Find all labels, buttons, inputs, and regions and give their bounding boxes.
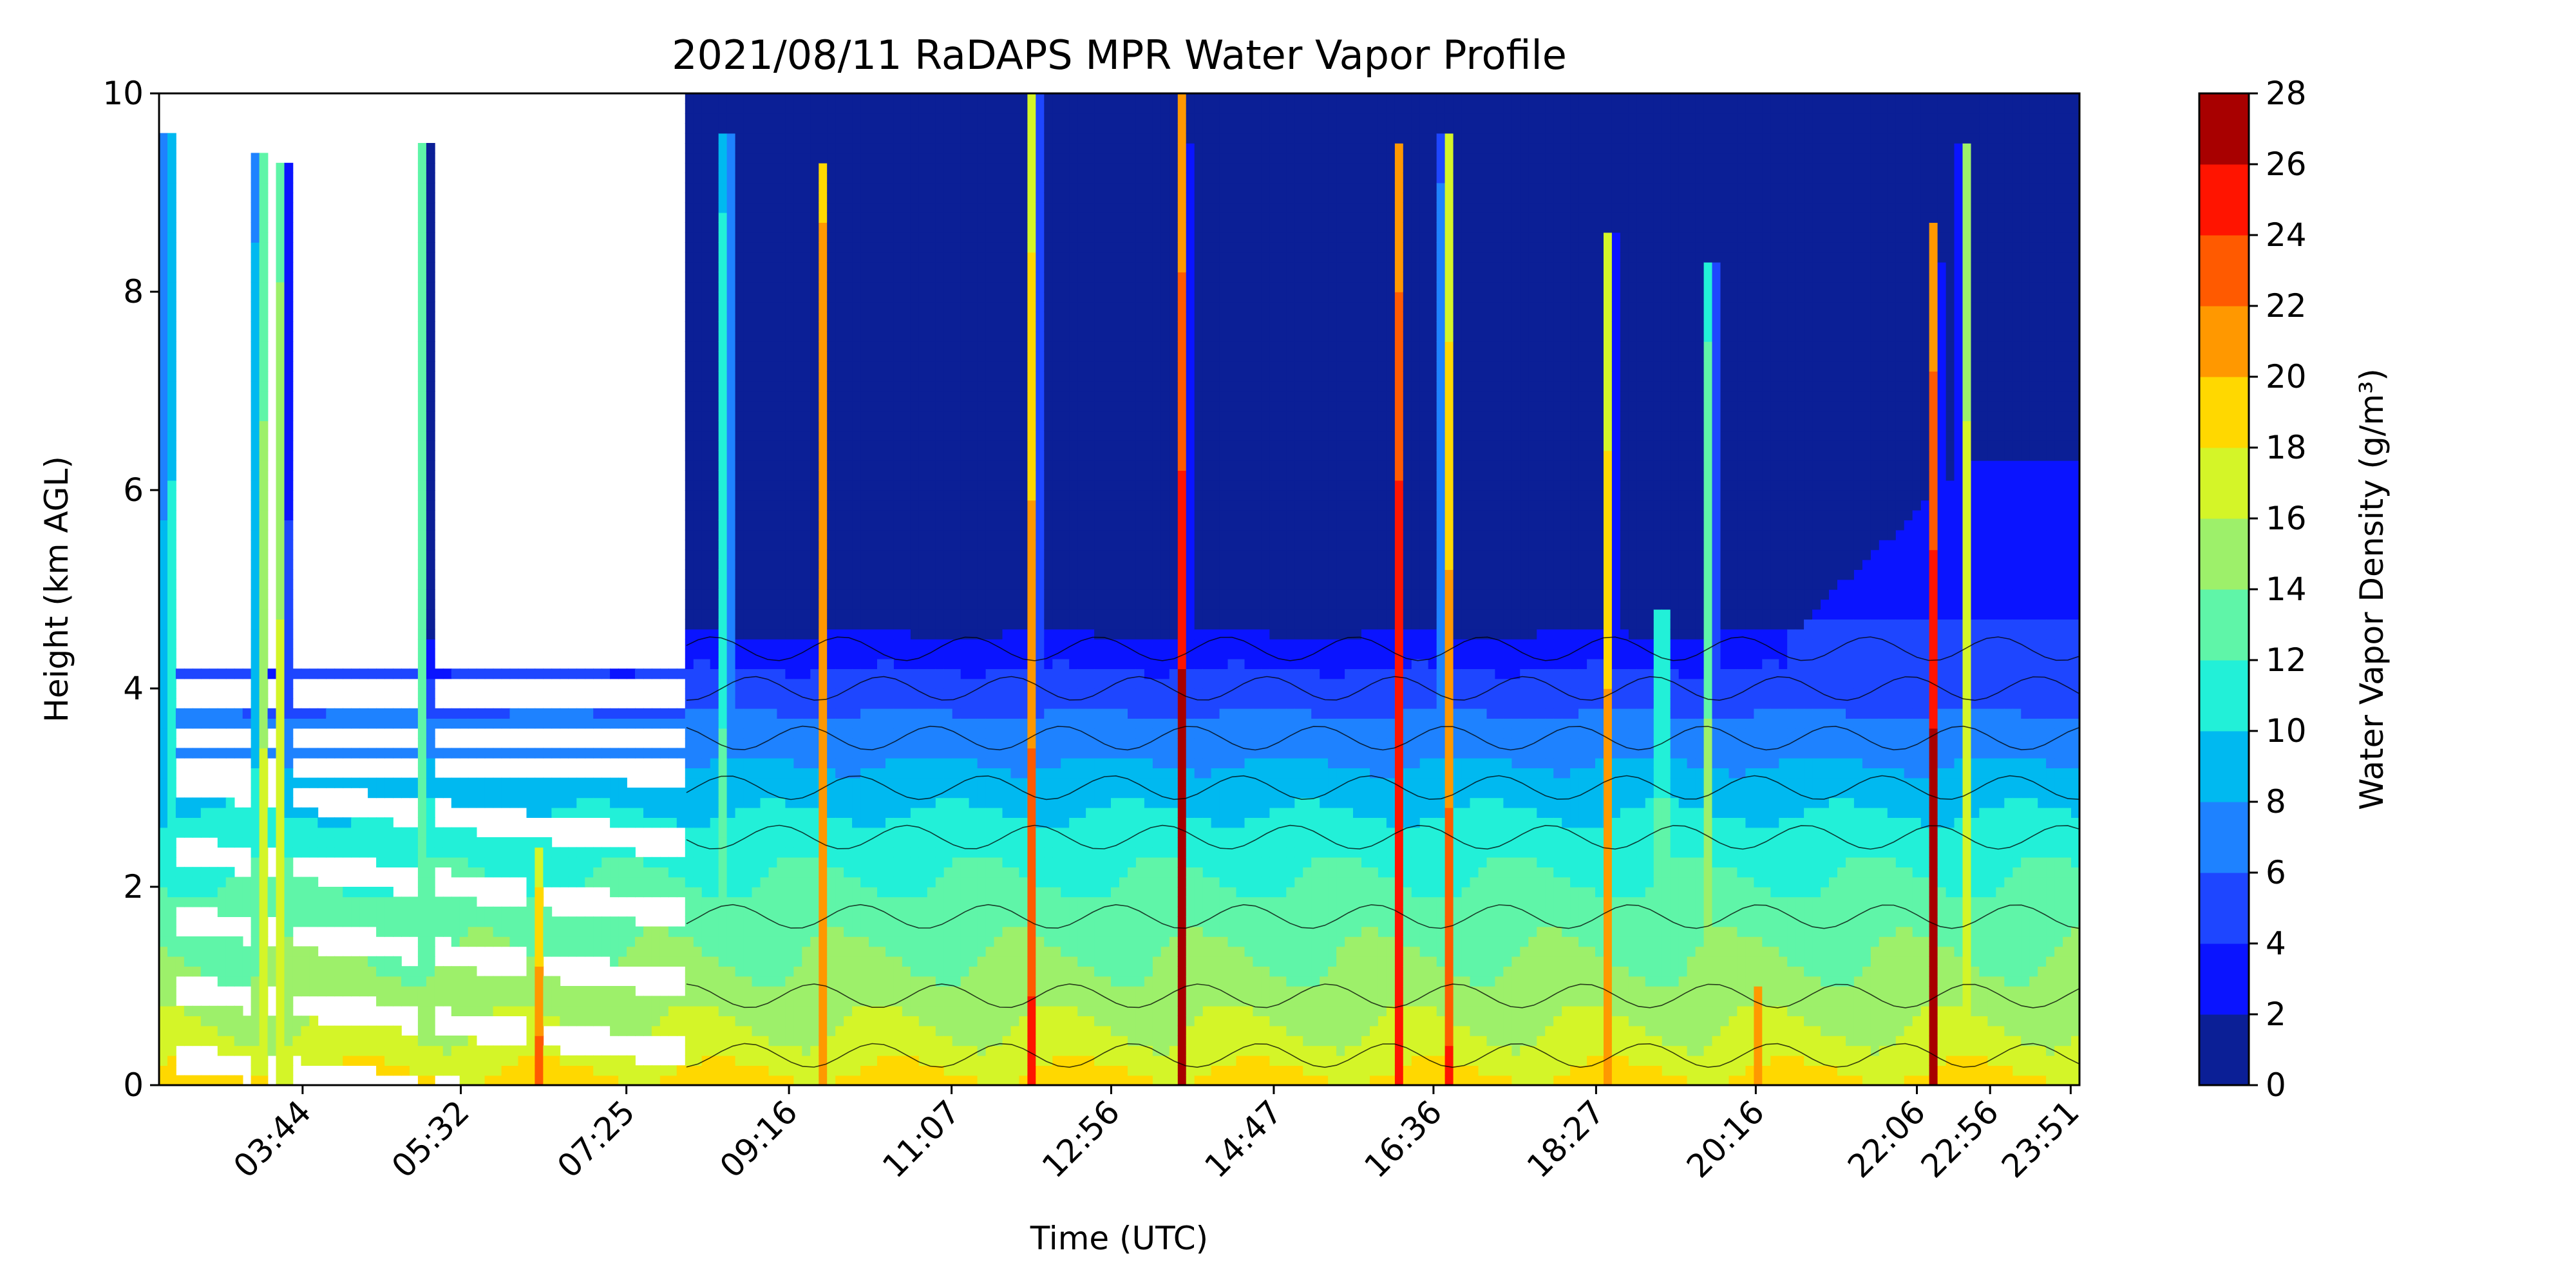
x-tick-label: 07:25 — [550, 1093, 642, 1185]
colorbar-tick-label: 2 — [2266, 996, 2286, 1033]
colorbar-tick-label: 14 — [2266, 571, 2307, 608]
colorbar-swatch — [2199, 518, 2249, 590]
x-tick-label: 05:32 — [384, 1093, 477, 1185]
colorbar-tick-label: 8 — [2266, 783, 2286, 820]
x-tick-label: 09:16 — [713, 1093, 805, 1185]
x-tick-label: 23:51 — [1994, 1093, 2087, 1185]
x-tick-label: 22:06 — [1841, 1093, 1933, 1185]
colorbar-swatch — [2199, 235, 2249, 307]
y-tick-label: 0 — [123, 1066, 144, 1104]
x-tick-label: 11:07 — [875, 1093, 967, 1185]
x-tick-label: 16:36 — [1357, 1093, 1449, 1185]
y-tick-label: 6 — [123, 471, 144, 509]
x-axis-label: Time (UTC) — [1030, 1220, 1208, 1257]
chart-title: 2021/08/11 RaDAPS MPR Water Vapor Profil… — [672, 32, 1567, 79]
colorbar-swatch — [2199, 93, 2249, 165]
x-tick-label: 14:47 — [1198, 1093, 1290, 1185]
colorbar-label: Water Vapor Density (g/m³) — [2353, 368, 2391, 810]
colorbar-tick-label: 24 — [2266, 216, 2307, 254]
x-tick-label: 22:56 — [1914, 1093, 2006, 1185]
y-tick-label: 2 — [123, 868, 144, 905]
y-tick-label: 8 — [123, 273, 144, 310]
colorbar-tick-label: 20 — [2266, 358, 2307, 395]
colorbar-tick-label: 28 — [2266, 75, 2307, 112]
colorbar-swatch — [2199, 448, 2249, 519]
plot-area — [159, 93, 2079, 1085]
colorbar-swatch — [2199, 660, 2249, 732]
y-axis: 0 2 4 6 8 10 — [102, 75, 159, 1104]
x-tick-label: 18:27 — [1520, 1093, 1612, 1185]
colorbar-tick-label: 0 — [2266, 1066, 2286, 1104]
colorbar-swatch — [2199, 802, 2249, 873]
colorbar-tick-label: 6 — [2266, 854, 2286, 891]
colorbar-swatch — [2199, 1014, 2249, 1086]
colorbar-swatch — [2199, 164, 2249, 236]
colorbar-swatch — [2199, 943, 2249, 1015]
y-tick-label: 10 — [102, 75, 144, 112]
y-axis-label: Height (km AGL) — [38, 456, 75, 723]
colorbar-swatch — [2199, 589, 2249, 661]
x-tick-label: 20:16 — [1680, 1093, 1772, 1185]
colorbar-swatch — [2199, 731, 2249, 802]
colorbar-tick-label: 16 — [2266, 500, 2307, 537]
colorbar-swatch — [2199, 377, 2249, 448]
x-tick-label: 03:44 — [226, 1093, 318, 1185]
colorbar-tick-label: 4 — [2266, 925, 2286, 962]
colorbar-swatch — [2199, 306, 2249, 377]
y-tick-label: 4 — [123, 670, 144, 707]
colorbar-tick-label: 18 — [2266, 429, 2307, 466]
x-tick-label: 12:56 — [1035, 1093, 1127, 1185]
colorbar-tick-label: 26 — [2266, 146, 2307, 183]
x-axis: 03:44 05:32 07:25 09:16 11:07 12:56 14:47 16:36… — [226, 1085, 2087, 1185]
colorbar-tick-label: 12 — [2266, 641, 2307, 679]
plot-frame — [158, 92, 2081, 1086]
colorbar-tick-label: 10 — [2266, 712, 2307, 750]
colorbar-tick-label: 22 — [2266, 287, 2307, 325]
colorbar-swatch — [2199, 873, 2249, 944]
